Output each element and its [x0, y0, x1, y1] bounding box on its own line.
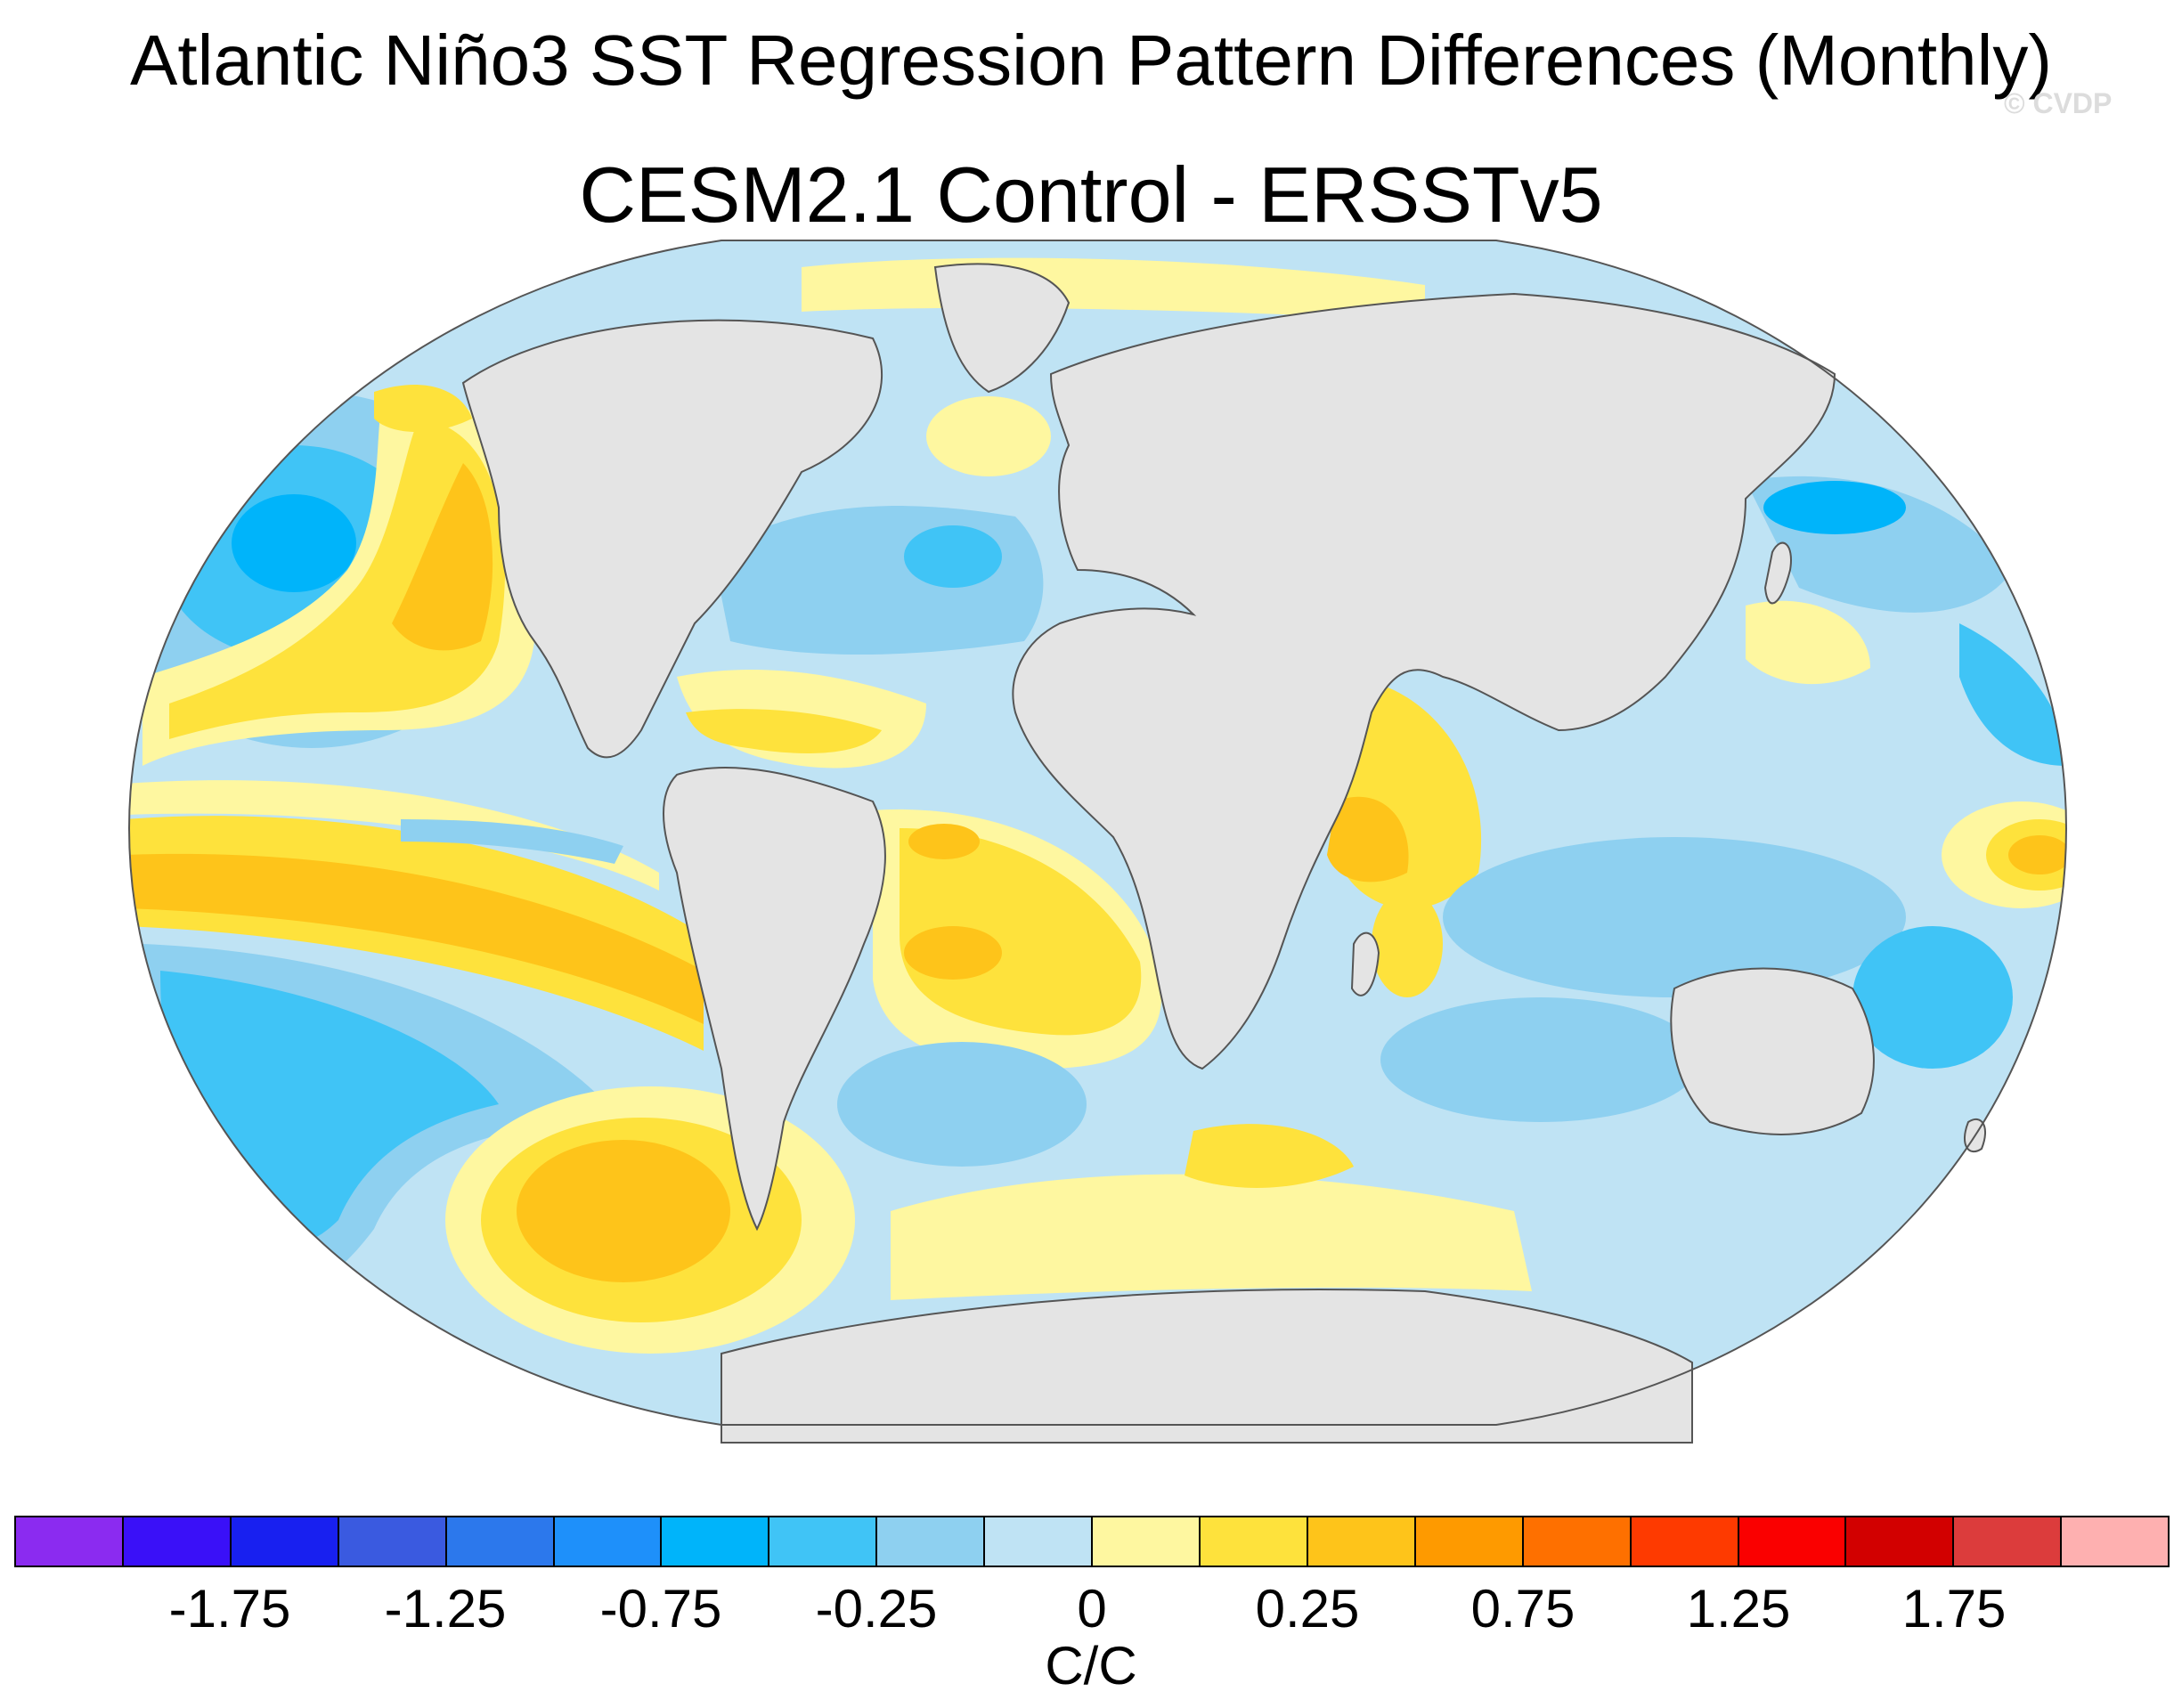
colorbar-swatch — [1846, 1517, 1955, 1566]
colorbar-tick-label: 0 — [1077, 1579, 1107, 1639]
colorbar-swatch — [1415, 1517, 1524, 1566]
map-frame — [127, 240, 2068, 1426]
colorbar-tick-label: 1.75 — [1901, 1579, 2007, 1639]
cvdp-watermark: © CVDP — [2004, 87, 2113, 119]
colorbar-swatch — [1093, 1517, 1201, 1566]
indian-ocean-cool — [1443, 837, 1906, 997]
colorbar-swatch — [1307, 1517, 1416, 1566]
colorbar-swatch — [231, 1517, 339, 1566]
colorbar-swatch — [554, 1517, 663, 1566]
colorbar-swatch — [1200, 1517, 1308, 1566]
north-america — [461, 319, 883, 759]
colorbar-swatch — [446, 1517, 555, 1566]
colorbar-swatch — [2062, 1517, 2169, 1566]
colorbar-units: C/C — [1045, 1636, 1137, 1696]
land-masses — [461, 263, 1986, 1444]
colorbar-tick-label: 0.75 — [1470, 1579, 1575, 1639]
colorbar-swatch — [662, 1517, 770, 1566]
map-subtitle: CESM2.1 Control - ERSSTv5 — [579, 150, 1603, 239]
madagascar — [1350, 931, 1380, 996]
colorbar-swatch — [1954, 1517, 2063, 1566]
eurasia-africa — [1012, 292, 1836, 1070]
colorbar-tick-label: -1.75 — [168, 1579, 291, 1639]
south-atlantic-cool — [837, 1042, 1087, 1167]
colorbar-swatch — [1523, 1517, 1632, 1566]
colorbar-swatch — [123, 1517, 232, 1566]
map-title: Atlantic Niño3 SST Regression Pattern Di… — [129, 20, 2052, 100]
colorbar-tick-label: -0.25 — [815, 1579, 938, 1639]
colorbar-tick-label: -0.75 — [599, 1579, 722, 1639]
antarctica — [721, 1289, 1693, 1444]
colorbar — [14, 1516, 2170, 1567]
colorbar-swatch — [985, 1517, 1094, 1566]
japan — [1763, 541, 1792, 605]
colorbar-tick-label: -1.25 — [384, 1579, 507, 1639]
australia — [1670, 967, 1875, 1135]
colorbar-swatch — [16, 1517, 124, 1566]
colorbar-swatch — [1631, 1517, 1739, 1566]
colorbar-swatch — [1738, 1517, 1847, 1566]
colorbar-swatch — [877, 1517, 986, 1566]
colorbar-swatch — [769, 1517, 878, 1566]
sst-regression-map — [127, 240, 2068, 1444]
greenland — [933, 263, 1071, 394]
colorbar-tick-label: 0.25 — [1255, 1579, 1360, 1639]
colorbar-tick-label: 1.25 — [1686, 1579, 1791, 1639]
colorbar-swatch — [338, 1517, 447, 1566]
south-america — [663, 767, 886, 1232]
